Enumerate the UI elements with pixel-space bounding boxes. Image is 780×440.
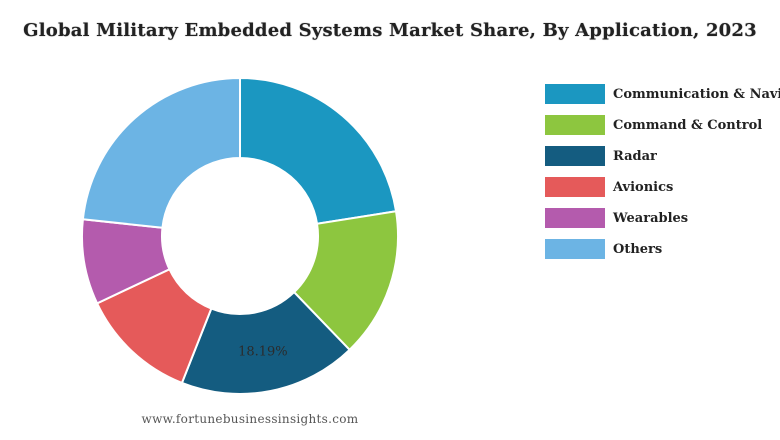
legend-swatch — [545, 84, 605, 104]
legend-item-command-control: Command & Control — [545, 115, 780, 135]
legend-item-others: Others — [545, 239, 780, 259]
legend-item-communication-navigation: Communication & Navigation — [545, 84, 780, 104]
chart-legend: Communication & Navigation Command & Con… — [545, 84, 780, 270]
legend-swatch — [545, 208, 605, 228]
legend-label: Communication & Navigation — [613, 86, 780, 102]
legend-swatch — [545, 177, 605, 197]
legend-item-radar: Radar — [545, 146, 780, 166]
donut-slice-communication-navigation — [239, 76, 398, 225]
chart-title: Global Military Embedded Systems Market … — [23, 20, 757, 41]
source-credit: www.fortunebusinessinsights.com — [141, 412, 359, 426]
donut-slice-radar — [180, 290, 352, 395]
legend-swatch — [545, 146, 605, 166]
legend-item-avionics: Avionics — [545, 177, 780, 197]
legend-label: Wearables — [613, 210, 689, 226]
legend-swatch — [545, 239, 605, 259]
legend-label: Radar — [613, 148, 657, 164]
donut-slice-others — [81, 76, 241, 229]
legend-swatch — [545, 115, 605, 135]
legend-label: Others — [613, 241, 663, 257]
legend-label: Avionics — [613, 179, 674, 195]
legend-item-wearables: Wearables — [545, 208, 780, 228]
donut-chart: 18.19% — [81, 76, 399, 395]
legend-label: Command & Control — [613, 117, 763, 133]
data-label: 18.19% — [238, 344, 288, 359]
